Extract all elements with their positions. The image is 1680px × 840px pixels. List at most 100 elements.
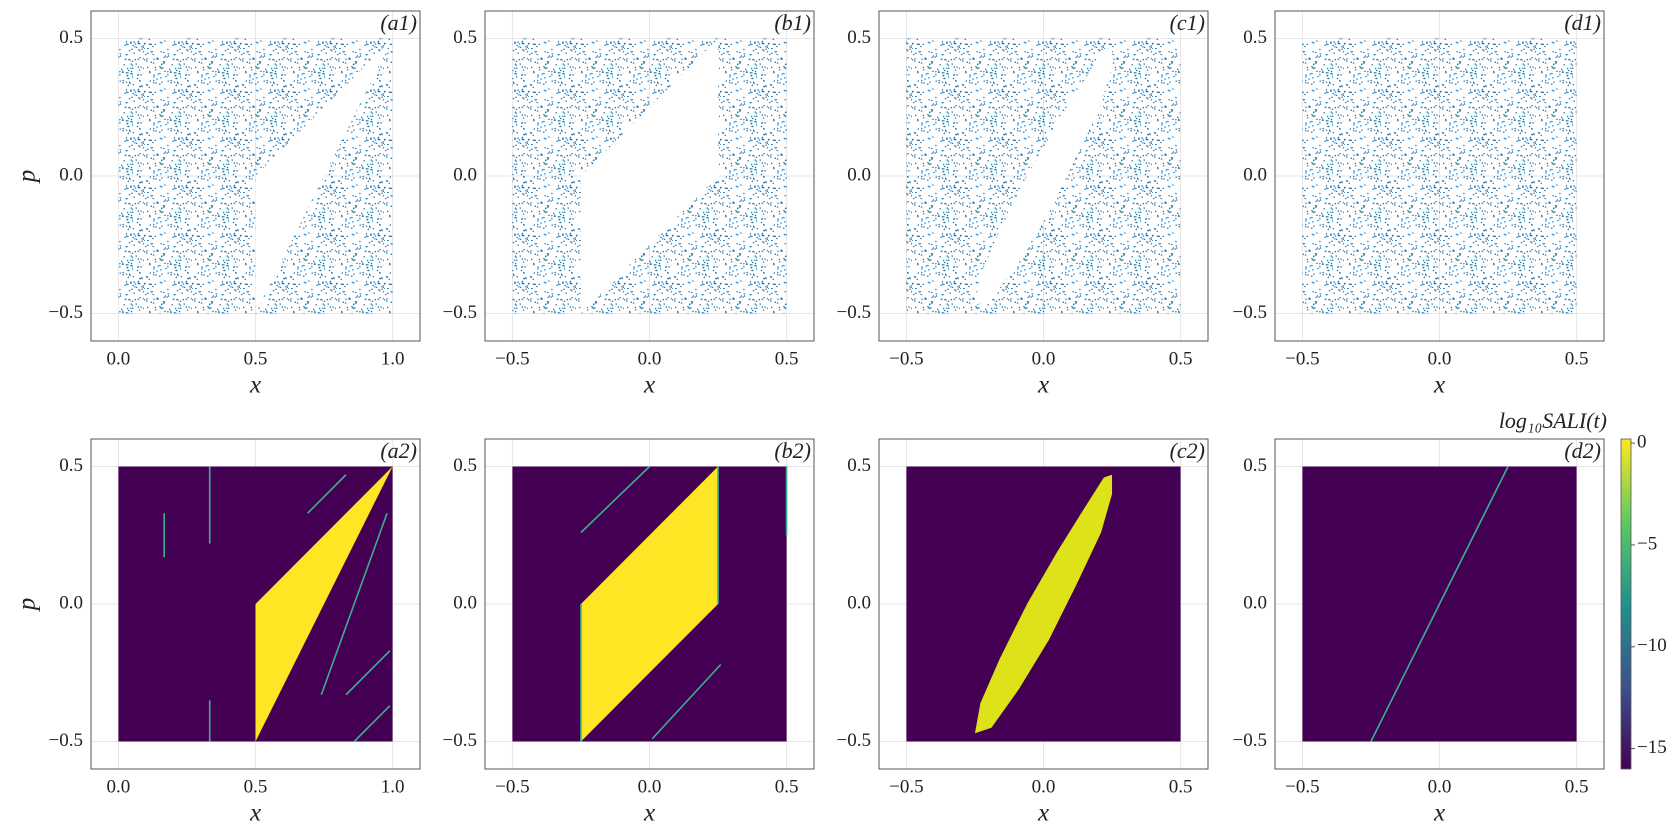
structure-line (651, 663, 722, 740)
structure-line (345, 650, 391, 696)
x-tick-label: 0.0 (638, 348, 662, 369)
structure-line (580, 465, 651, 534)
empty-region (580, 38, 719, 314)
y-tick-label: 0.5 (59, 455, 83, 476)
domain (1302, 38, 1577, 314)
colorbar-label: log₁₀SALI(t) (1499, 408, 1607, 433)
x-axis-label: x (249, 800, 261, 827)
y-tick-label: 0.5 (453, 455, 477, 476)
structure-line (307, 474, 347, 514)
y-tick-label: −0.5 (49, 302, 83, 323)
y-tick-label: 0.5 (59, 27, 83, 48)
x-axis-label: x (643, 800, 655, 827)
panel-label: (d2) (1564, 438, 1601, 463)
frame (90, 10, 421, 342)
y-tick-label: 0.5 (1243, 27, 1267, 48)
x-axis-label: x (1037, 800, 1049, 827)
y-tick-label: −0.5 (49, 730, 83, 751)
x-axis-label: x (1433, 800, 1445, 827)
frame (90, 438, 421, 770)
panel: 0.0 0.5 1.0 −0.5 0.0 0.5 (a2) x p (14, 438, 421, 827)
empty-region (974, 46, 1113, 306)
frame (878, 438, 1209, 770)
structure-line (320, 512, 388, 696)
x-tick-label: 1.0 (381, 776, 405, 797)
regular-region (580, 466, 719, 742)
panel-label: (d1) (1564, 10, 1601, 35)
x-tick-label: 0.0 (638, 776, 662, 797)
colorbar (1620, 438, 1632, 770)
x-tick-label: −0.5 (889, 776, 923, 797)
y-axis-label: p (14, 170, 41, 185)
panel: −0.5 0.0 0.5 −0.5 0.0 0.5 (b2) x (443, 438, 815, 827)
frame (1274, 438, 1605, 770)
frame (878, 10, 1209, 342)
x-tick-label: 0.0 (1428, 348, 1452, 369)
panel: −0.5 0.0 0.5 −0.5 0.0 0.5 (d1) x (1233, 10, 1605, 399)
panel-label: (a1) (380, 10, 417, 35)
x-tick-label: 0.0 (1032, 348, 1056, 369)
y-tick-label: 0.0 (847, 164, 871, 185)
x-tick-label: 0.0 (107, 776, 131, 797)
structure-line (1370, 466, 1509, 742)
colorbar-tick-label: −10 (1637, 635, 1667, 656)
x-axis-label: x (1433, 372, 1445, 399)
x-tick-label: 0.5 (1169, 776, 1193, 797)
panel: −0.5 0.0 0.5 −0.5 0.0 0.5 (b1) x (443, 10, 815, 399)
y-tick-label: 0.5 (847, 27, 871, 48)
x-tick-label: 0.0 (1428, 776, 1452, 797)
panel-label: (c1) (1170, 10, 1205, 35)
x-axis-label: x (643, 372, 655, 399)
frame (484, 10, 815, 342)
x-tick-label: 0.5 (1565, 776, 1589, 797)
y-tick-label: 0.0 (59, 164, 83, 185)
y-tick-label: 0.5 (1243, 455, 1267, 476)
frame (484, 438, 815, 770)
y-tick-label: −0.5 (443, 730, 477, 751)
x-tick-label: 0.5 (775, 348, 799, 369)
panel-label: (c2) (1170, 438, 1205, 463)
x-tick-label: −0.5 (495, 776, 529, 797)
y-tick-label: 0.5 (453, 27, 477, 48)
y-tick-label: −0.5 (1233, 730, 1267, 751)
panel: −0.5 0.0 0.5 −0.5 0.0 0.5 (c2) x (837, 438, 1209, 827)
y-tick-label: 0.0 (453, 592, 477, 613)
colorbar-tick-label: −15 (1637, 737, 1667, 758)
y-tick-label: −0.5 (1233, 302, 1267, 323)
x-tick-label: −0.5 (495, 348, 529, 369)
frame (1274, 10, 1605, 342)
regular-region (255, 466, 393, 742)
x-tick-label: 1.0 (381, 348, 405, 369)
structure-line (353, 705, 391, 743)
panel-label: (a2) (380, 438, 417, 463)
x-tick-label: −0.5 (1285, 776, 1319, 797)
x-tick-label: 0.0 (107, 348, 131, 369)
x-tick-label: 0.5 (775, 776, 799, 797)
y-tick-label: 0.0 (1243, 592, 1267, 613)
x-axis-label: x (1037, 372, 1049, 399)
x-tick-label: 0.5 (1565, 348, 1589, 369)
y-tick-label: −0.5 (837, 730, 871, 751)
x-tick-label: 0.5 (244, 776, 268, 797)
y-tick-label: −0.5 (837, 302, 871, 323)
x-tick-label: 0.5 (244, 348, 268, 369)
y-tick-label: 0.0 (59, 592, 83, 613)
x-tick-label: −0.5 (1285, 348, 1319, 369)
colorbar-tick-label: −5 (1637, 533, 1657, 554)
panel: −0.5 0.0 0.5 −0.5 0.0 0.5 (d2) x 0 −5 −10 −15 log₁₀S… (1233, 408, 1667, 827)
y-tick-label: 0.0 (453, 164, 477, 185)
colorbar-tick-label: 0 (1637, 431, 1647, 452)
panel: 0.0 0.5 1.0 −0.5 0.0 0.5 (a1) x p (14, 10, 421, 399)
panel-label: (b2) (774, 438, 811, 463)
y-tick-label: 0.5 (847, 455, 871, 476)
empty-region (255, 38, 393, 314)
x-tick-label: −0.5 (889, 348, 923, 369)
x-tick-label: 0.5 (1169, 348, 1193, 369)
x-tick-label: 0.0 (1032, 776, 1056, 797)
y-axis-label: p (14, 598, 41, 613)
y-tick-label: 0.0 (1243, 164, 1267, 185)
x-axis-label: x (249, 372, 261, 399)
panel: −0.5 0.0 0.5 −0.5 0.0 0.5 (c1) x (837, 10, 1209, 399)
y-tick-label: −0.5 (443, 302, 477, 323)
